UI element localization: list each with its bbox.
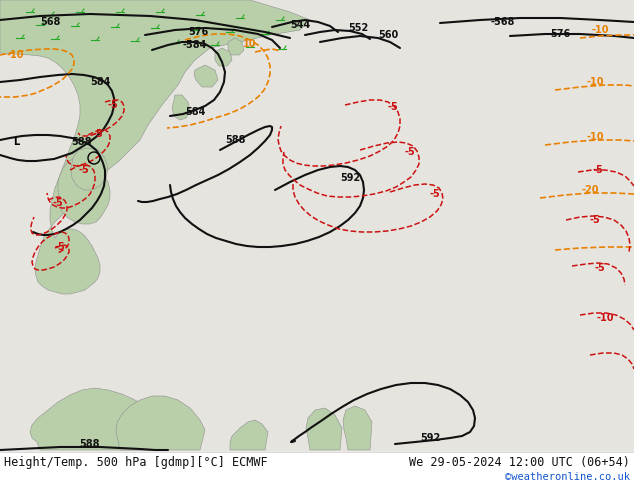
Text: -5: -5 bbox=[108, 100, 119, 110]
Polygon shape bbox=[116, 396, 205, 450]
Text: 584: 584 bbox=[185, 107, 205, 117]
Polygon shape bbox=[306, 408, 342, 450]
Text: 10: 10 bbox=[243, 39, 257, 49]
Polygon shape bbox=[71, 148, 108, 190]
Text: 588: 588 bbox=[72, 137, 93, 147]
Text: 576: 576 bbox=[550, 29, 570, 39]
Text: -5: -5 bbox=[595, 263, 605, 273]
Polygon shape bbox=[228, 38, 244, 55]
Text: -10: -10 bbox=[596, 313, 614, 323]
Polygon shape bbox=[58, 156, 110, 224]
Polygon shape bbox=[30, 388, 165, 450]
Text: -10: -10 bbox=[586, 132, 604, 142]
Text: -5: -5 bbox=[55, 242, 65, 252]
Text: -5: -5 bbox=[404, 147, 415, 157]
Text: -5: -5 bbox=[430, 189, 441, 199]
Polygon shape bbox=[215, 48, 232, 66]
Text: Height/Temp. 500 hPa [gdmp][°C] ECMWF: Height/Temp. 500 hPa [gdmp][°C] ECMWF bbox=[4, 456, 268, 469]
Polygon shape bbox=[194, 65, 218, 87]
Text: 592: 592 bbox=[340, 173, 360, 183]
Text: -5: -5 bbox=[590, 215, 600, 225]
Bar bbox=[0, 452, 634, 490]
Text: 588: 588 bbox=[226, 135, 246, 145]
Text: We 29-05-2024 12:00 UTC (06+54): We 29-05-2024 12:00 UTC (06+54) bbox=[409, 456, 630, 469]
Polygon shape bbox=[343, 406, 372, 450]
Text: 560: 560 bbox=[378, 30, 398, 40]
Text: -10: -10 bbox=[6, 50, 23, 60]
Text: -584: -584 bbox=[183, 40, 207, 50]
Text: 576: 576 bbox=[188, 27, 208, 37]
Text: ©weatheronline.co.uk: ©weatheronline.co.uk bbox=[505, 472, 630, 482]
Text: -568: -568 bbox=[491, 17, 515, 27]
Text: -5: -5 bbox=[93, 129, 103, 139]
Text: 568: 568 bbox=[40, 17, 60, 27]
Text: L: L bbox=[13, 137, 19, 147]
Text: -5: -5 bbox=[593, 165, 604, 175]
Text: -20: -20 bbox=[581, 185, 598, 195]
Polygon shape bbox=[172, 95, 190, 120]
Text: 544: 544 bbox=[290, 20, 310, 30]
Text: 588: 588 bbox=[80, 439, 100, 449]
Polygon shape bbox=[230, 420, 268, 450]
Text: -10: -10 bbox=[592, 25, 609, 35]
Text: 592: 592 bbox=[420, 433, 440, 443]
Polygon shape bbox=[0, 0, 310, 294]
Text: -5: -5 bbox=[79, 165, 89, 175]
Text: -5: -5 bbox=[387, 102, 398, 112]
Text: 552: 552 bbox=[348, 23, 368, 33]
Text: -5: -5 bbox=[53, 198, 63, 208]
Text: 584: 584 bbox=[90, 77, 110, 87]
Text: -10: -10 bbox=[586, 77, 604, 87]
